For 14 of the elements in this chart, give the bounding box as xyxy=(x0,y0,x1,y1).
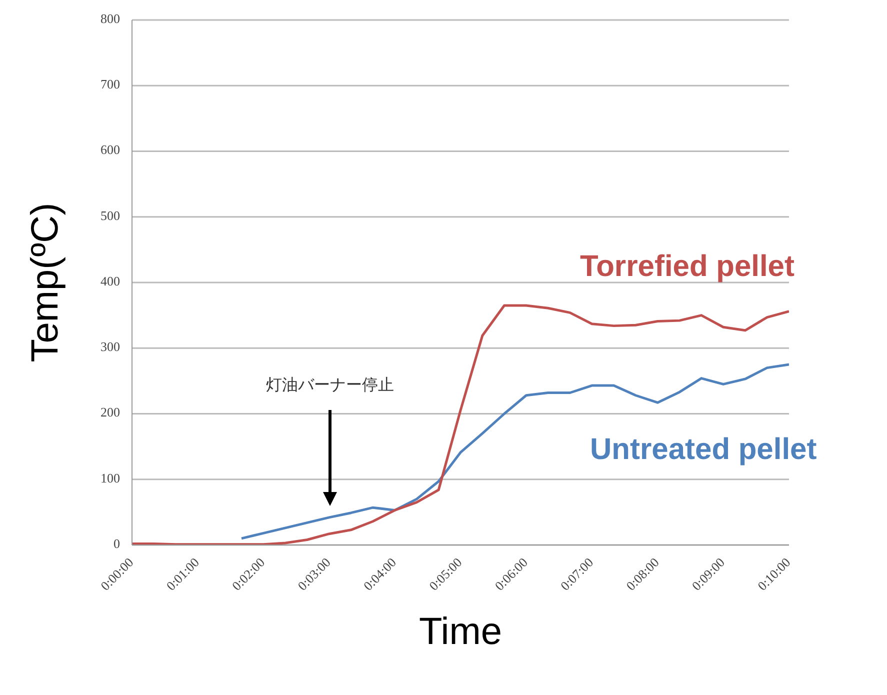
y-tick-label: 600 xyxy=(100,142,120,158)
y-tick-label: 0 xyxy=(114,536,120,551)
y-tick-label: 400 xyxy=(100,273,120,288)
y-axis-title: Temp(ºC) xyxy=(24,202,66,362)
y-tick-label: 200 xyxy=(100,404,120,420)
annotation: 灯油バーナー停止 xyxy=(266,375,394,394)
series-label: Torrefied pellet xyxy=(580,250,794,283)
y-tick-label: 300 xyxy=(100,339,120,354)
series-label: Untreated pellet xyxy=(590,433,817,466)
y-tick-label: 800 xyxy=(100,10,120,26)
x-axis-title: Time xyxy=(418,610,502,653)
y-tick-label: 700 xyxy=(100,76,120,92)
y-tick-label: 100 xyxy=(100,470,120,486)
y-tick-label: 500 xyxy=(100,208,120,223)
